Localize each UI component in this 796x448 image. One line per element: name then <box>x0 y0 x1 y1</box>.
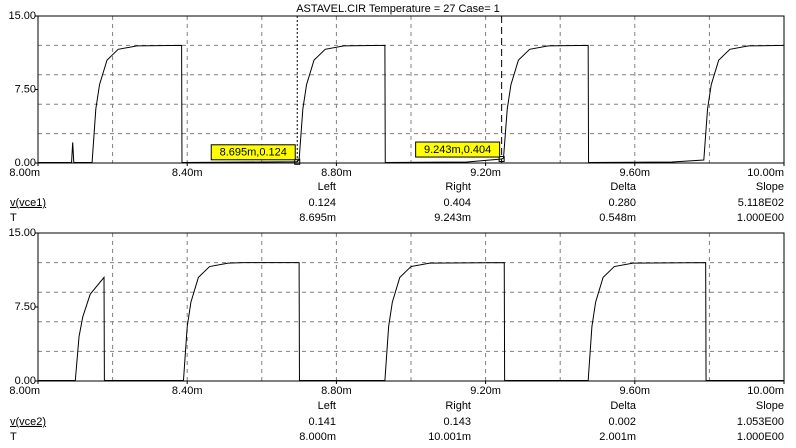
x-tick-label: 9.60m <box>620 167 651 179</box>
column-header: Delta <box>610 400 637 412</box>
x-tick-label: 9.60m <box>620 385 651 397</box>
cell: 8.000m <box>299 431 336 443</box>
x-tick-label: 10.00m <box>747 385 784 397</box>
column-header: Left <box>318 400 336 412</box>
waveform <box>38 262 784 382</box>
cell: 1.053E00 <box>737 416 784 428</box>
cell: 0.548m <box>599 212 636 224</box>
x-tick-label: 8.80m <box>321 385 352 397</box>
x-tick-label: 8.00m <box>9 385 40 397</box>
cell: 8.695m <box>299 212 336 224</box>
column-header: Slope <box>756 181 784 193</box>
cursor-label: 9.243m,0.404 <box>424 144 491 156</box>
x-tick-label: 8.00m <box>9 167 40 179</box>
cell: 0.280 <box>608 197 636 209</box>
column-header: Right <box>445 181 471 193</box>
row-label: T <box>10 431 17 443</box>
y-tick-label: 7.50 <box>15 301 36 313</box>
cell: 0.141 <box>308 416 336 428</box>
cell: 2.001m <box>599 431 636 443</box>
cursor-label-box <box>415 141 501 158</box>
x-tick-label: 9.20m <box>470 167 501 179</box>
row-label: T <box>10 212 17 224</box>
x-tick-label: 8.40m <box>172 385 203 397</box>
cell: 9.243m <box>434 212 471 224</box>
cell: 0.404 <box>443 197 471 209</box>
x-tick-label: 8.80m <box>321 167 352 179</box>
x-tick-label: 8.40m <box>172 167 203 179</box>
cursor-point <box>294 158 301 165</box>
cell: 10.001m <box>428 431 471 443</box>
column-header: Slope <box>756 400 784 412</box>
cell: 1.000E00 <box>737 431 784 443</box>
cell: 5.118E02 <box>738 197 784 209</box>
y-tick-label: 0.00 <box>15 157 36 169</box>
column-header: Right <box>445 400 471 412</box>
row-label: v(vce2) <box>10 416 46 428</box>
row-label: v(vce1) <box>10 197 46 209</box>
x-tick-label: 10.00m <box>747 167 784 179</box>
cell: 1.000E00 <box>737 212 784 224</box>
cursor-label: 8.695m,0.124 <box>220 147 287 159</box>
x-tick-label: 9.20m <box>470 385 501 397</box>
cursor-label-box <box>210 144 296 161</box>
cell: 0.124 <box>308 197 336 209</box>
y-tick-label: 15.00 <box>8 227 36 239</box>
cursor-point <box>498 156 505 163</box>
waveform <box>38 44 785 164</box>
cell: 0.143 <box>443 416 471 428</box>
column-header: Delta <box>610 181 637 193</box>
y-tick-label: 7.50 <box>15 83 36 95</box>
y-tick-label: 15.00 <box>8 10 36 22</box>
window-title: ASTAVEL.CIR Temperature = 27 Case= 1 <box>296 3 500 15</box>
column-header: Left <box>318 181 336 193</box>
y-tick-label: 0.00 <box>15 375 36 387</box>
cell: 0.002 <box>608 416 636 428</box>
